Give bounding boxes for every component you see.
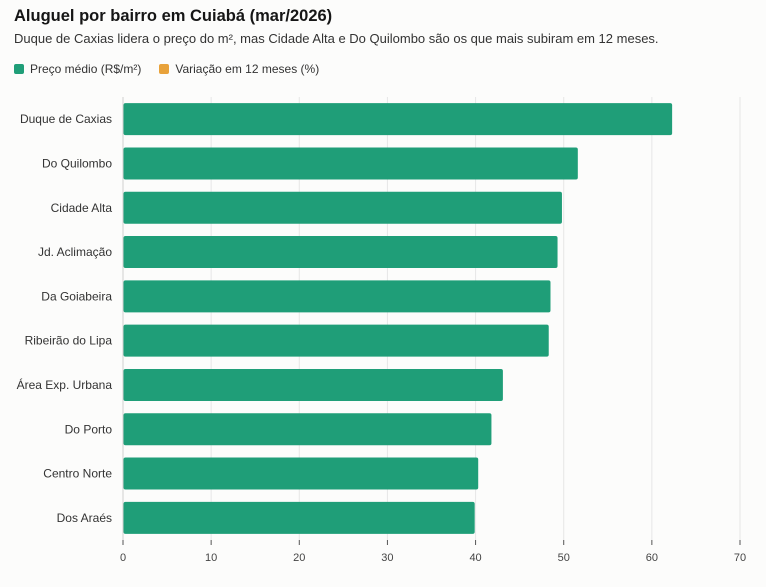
category-label-1: Do Quilombo	[42, 156, 112, 170]
tick-label-x-10: 10	[205, 552, 217, 564]
bar-5[interactable]	[123, 324, 549, 357]
category-label-8: Centro Norte	[43, 467, 112, 481]
category-label-3: Jd. Aclimação	[38, 245, 112, 259]
bar-0[interactable]	[123, 103, 673, 136]
legend-swatch-variation	[159, 64, 170, 74]
legend-label-variation: Variação em 12 meses (%)	[175, 62, 320, 76]
tick-label-x-50: 50	[558, 552, 570, 564]
tick-label-x-60: 60	[646, 552, 658, 564]
tick-label-x-0: 0	[120, 552, 126, 564]
legend-swatch-price	[14, 64, 24, 74]
chart-legend: Preço médio (R$/m²) Variação em 12 meses…	[14, 62, 319, 76]
bar-3[interactable]	[123, 236, 558, 269]
tick-label-x-30: 30	[381, 552, 393, 564]
category-label-7: Do Porto	[65, 422, 113, 436]
category-label-2: Cidade Alta	[51, 201, 113, 215]
category-label-5: Ribeirão do Lipa	[25, 334, 113, 348]
legend-item-price[interactable]: Preço médio (R$/m²)	[14, 62, 141, 76]
tick-label-x-40: 40	[469, 552, 481, 564]
legend-label-price: Preço médio (R$/m²)	[30, 62, 142, 76]
bar-7[interactable]	[123, 413, 492, 446]
tick-label-x-20: 20	[293, 552, 305, 564]
legend-item-variation[interactable]: Variação em 12 meses (%)	[159, 62, 319, 76]
category-label-0: Duque de Caxias	[20, 112, 112, 126]
chart-title: Aluguel por bairro em Cuiabá (mar/2026)	[14, 7, 333, 25]
category-label-9: Dos Araés	[57, 511, 112, 525]
bar-9[interactable]	[123, 501, 475, 534]
bar-2[interactable]	[123, 191, 562, 224]
category-label-6: Área Exp. Urbana	[17, 377, 113, 392]
category-label-4: Da Goiabeira	[41, 289, 112, 303]
bar-4[interactable]	[123, 280, 551, 313]
bar-8[interactable]	[123, 457, 479, 490]
chart-subtitle: Duque de Caxias lidera o preço do m², ma…	[14, 31, 659, 46]
bar-6[interactable]	[123, 368, 503, 401]
bar-1[interactable]	[123, 147, 578, 180]
tick-label-x-70: 70	[734, 552, 746, 564]
